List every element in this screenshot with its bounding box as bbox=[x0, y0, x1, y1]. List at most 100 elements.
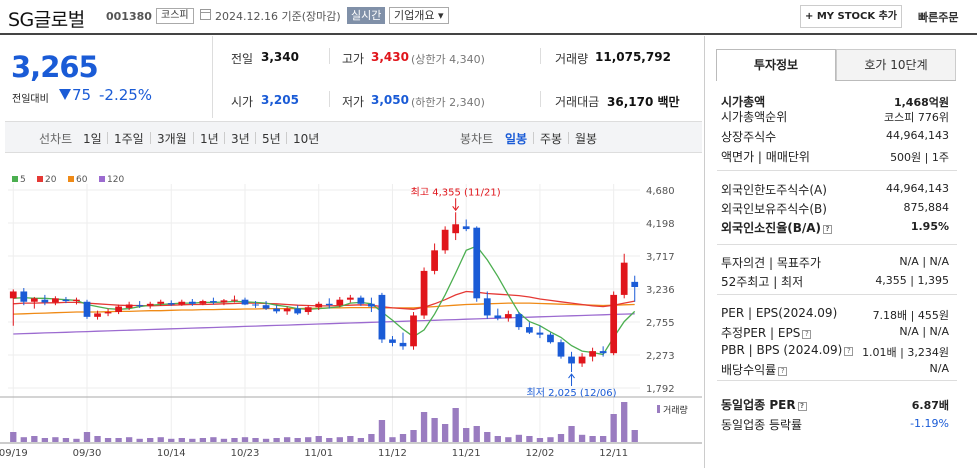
volume-bar bbox=[631, 430, 638, 442]
volume-bar bbox=[20, 437, 27, 442]
invest-info-label: 추정PER | EPS? bbox=[721, 324, 812, 341]
candle-body bbox=[599, 351, 607, 354]
volume-bar bbox=[368, 434, 375, 442]
change-amount: 75 bbox=[72, 86, 92, 104]
ma120-line bbox=[13, 313, 635, 335]
ma60-swatch bbox=[68, 176, 74, 182]
period-1d[interactable]: 1일 bbox=[83, 132, 102, 146]
divider bbox=[540, 91, 541, 107]
volume-bar bbox=[610, 414, 617, 442]
candle-body bbox=[94, 313, 101, 317]
invest-info-value: 44,964,143 bbox=[886, 129, 949, 142]
period-10y[interactable]: 10년 bbox=[293, 132, 320, 146]
high-marker-arrow bbox=[452, 205, 460, 212]
volume-bar bbox=[557, 434, 565, 442]
volume-bar bbox=[41, 438, 49, 442]
ma5-label: 5 bbox=[20, 175, 26, 185]
stock-chart[interactable]: 4,680 4,198 3,717 3,236 2,755 2,273 1,792 09/19… bbox=[0, 170, 702, 468]
candle-body bbox=[578, 356, 586, 364]
y-tick-label: 2,755 bbox=[646, 318, 675, 329]
candle-body bbox=[441, 229, 449, 251]
invest-info-value: 1,468억원 bbox=[893, 96, 949, 109]
divider bbox=[568, 132, 569, 144]
volume-bar bbox=[578, 434, 586, 442]
tab-invest-info[interactable]: 투자정보 bbox=[716, 49, 836, 81]
invest-info-value: 44,964,143 bbox=[886, 182, 949, 195]
candle-body bbox=[610, 294, 618, 354]
stock-code: 001380 bbox=[106, 10, 152, 23]
ma-legend-item[interactable]: 120 bbox=[99, 175, 124, 185]
period-3m[interactable]: 3개월 bbox=[157, 132, 187, 146]
period-daily[interactable]: 일봉 bbox=[505, 132, 528, 146]
candle-body bbox=[157, 301, 165, 304]
divider bbox=[329, 91, 330, 107]
candle-body bbox=[557, 342, 565, 357]
section-divider bbox=[717, 380, 957, 381]
volume-label: 거래량 bbox=[663, 404, 688, 416]
open-value: 3,205 bbox=[261, 93, 299, 107]
invest-info-row: 시가총액 1,468억원 bbox=[721, 93, 949, 112]
realtime-button[interactable]: 실시간 bbox=[347, 7, 386, 24]
invest-info-row: 추정PER | EPS? N/A | N/A bbox=[721, 324, 949, 343]
prev-close-value: 3,340 bbox=[261, 50, 299, 64]
ma60-label: 60 bbox=[76, 175, 88, 185]
candle-body bbox=[325, 303, 333, 306]
period-3y[interactable]: 3년 bbox=[231, 132, 250, 146]
divider bbox=[193, 132, 194, 144]
period-1y[interactable]: 1년 bbox=[200, 132, 219, 146]
tab-ask-10[interactable]: 호가 10단계 bbox=[836, 49, 956, 81]
volume-bar bbox=[305, 437, 312, 442]
invest-info-value: 4,355 | 1,395 bbox=[875, 274, 949, 287]
help-icon[interactable]: ? bbox=[778, 367, 788, 376]
volume-bar bbox=[315, 436, 322, 442]
volume-bar bbox=[283, 437, 291, 442]
volume-bar bbox=[157, 437, 164, 442]
ma-legend-item[interactable]: 60 bbox=[68, 175, 87, 185]
y-tick-label: 4,198 bbox=[646, 219, 675, 230]
prev-close-label: 전일 bbox=[231, 52, 254, 66]
invest-info-value: 7.18배 | 455원 bbox=[872, 309, 949, 322]
period-5y[interactable]: 5년 bbox=[262, 132, 281, 146]
period-monthly[interactable]: 월봉 bbox=[575, 132, 598, 146]
down-arrow-icon bbox=[59, 89, 71, 100]
tab-underline bbox=[836, 80, 956, 81]
ma-legend-item[interactable]: 5 bbox=[12, 175, 26, 185]
candle-body bbox=[336, 299, 344, 306]
volume-bar bbox=[536, 438, 544, 442]
help-icon[interactable]: ? bbox=[802, 330, 812, 339]
high-label: 고가 bbox=[342, 52, 365, 66]
invest-info-value: 875,884 bbox=[903, 201, 950, 214]
quick-order-link[interactable]: 빠른주문 bbox=[918, 11, 959, 24]
company-overview-dropdown[interactable]: 기업개요 ▾ bbox=[389, 7, 449, 24]
period-1w[interactable]: 1주일 bbox=[114, 132, 144, 146]
volume-bar bbox=[526, 436, 533, 442]
volume-bar bbox=[589, 436, 596, 442]
volume-bar bbox=[189, 438, 196, 442]
invest-info-row: 액면가 | 매매단위 500원 | 1주 bbox=[721, 148, 949, 167]
ma120-swatch bbox=[99, 176, 105, 182]
volume-bar bbox=[115, 438, 122, 442]
candle-body bbox=[526, 327, 533, 333]
volume-bar bbox=[357, 438, 365, 442]
header-divider bbox=[0, 33, 977, 35]
invest-info-row: 52주최고 | 최저 4,355 | 1,395 bbox=[721, 273, 949, 292]
candle-body bbox=[262, 305, 270, 309]
add-mystock-button[interactable]: + MY STOCK 추가 bbox=[800, 5, 902, 28]
upper-limit: (상한가 4,340) bbox=[411, 53, 485, 66]
volume-bar bbox=[262, 438, 270, 442]
ma20-line bbox=[13, 290, 635, 310]
help-icon[interactable]: ? bbox=[844, 347, 854, 356]
candle-body bbox=[346, 297, 354, 300]
ma-legend-item[interactable]: 20 bbox=[37, 175, 56, 185]
invest-info-row: 외국인보유주식수(B) 875,884 bbox=[721, 200, 949, 219]
invest-info-row: 동일업종 PER? 6.87배 bbox=[721, 396, 949, 415]
candle-chart-label: 봉차트 bbox=[460, 132, 494, 146]
help-icon[interactable]: ? bbox=[823, 225, 833, 234]
help-icon[interactable]: ? bbox=[797, 402, 807, 411]
low-value: 3,050 bbox=[371, 93, 409, 107]
volume-bar bbox=[399, 434, 407, 442]
invest-info-row: 투자의견 | 목표주가 N/A | N/A bbox=[721, 254, 949, 273]
period-weekly[interactable]: 주봉 bbox=[540, 132, 563, 146]
candle-body bbox=[631, 281, 639, 288]
invest-info-row: 동일업종 등락률 -1.19% bbox=[721, 416, 949, 435]
